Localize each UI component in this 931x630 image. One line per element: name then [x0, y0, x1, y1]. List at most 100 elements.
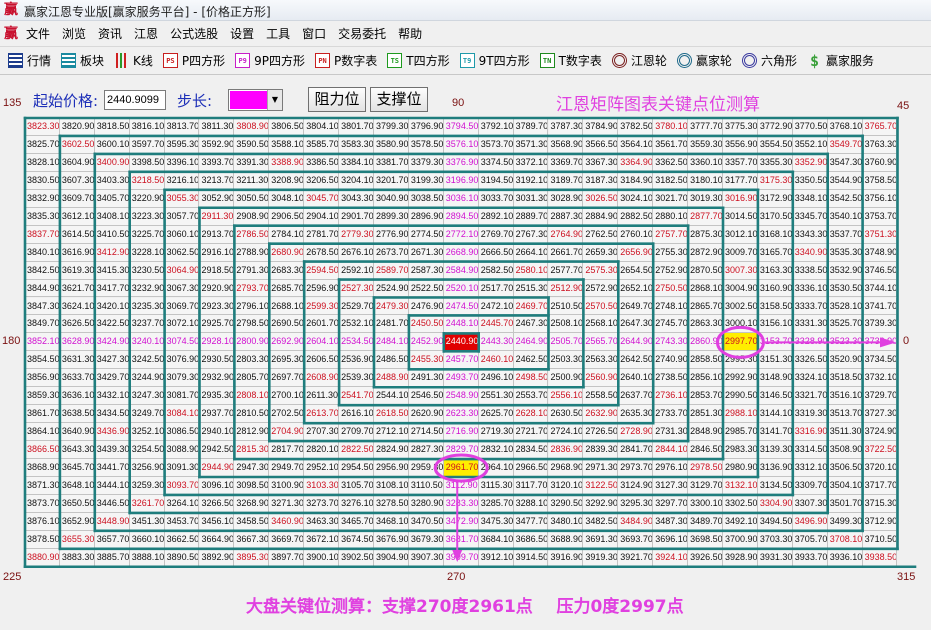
grid-cell[interactable]: 2503.30: [548, 351, 584, 370]
grid-cell[interactable]: 3936.10: [827, 548, 863, 567]
grid-cell[interactable]: 2558.50: [583, 387, 619, 406]
grid-cell[interactable]: 3792.10: [478, 118, 514, 136]
grid-cell[interactable]: 3362.50: [653, 153, 689, 172]
grid-cell[interactable]: 3158.50: [757, 297, 793, 316]
grid-cell[interactable]: 3600.10: [94, 135, 130, 154]
grid-cell[interactable]: 3417.70: [94, 279, 130, 298]
grid-cell[interactable]: 3856.90: [25, 369, 60, 388]
grid-cell[interactable]: 2733.70: [653, 405, 689, 424]
grid-cell[interactable]: 2738.50: [653, 369, 689, 388]
grid-cell[interactable]: 3093.70: [164, 477, 200, 495]
grid-cell[interactable]: 3139.30: [757, 441, 793, 460]
grid-cell[interactable]: 2692.90: [269, 333, 305, 352]
grid-cell[interactable]: 3652.90: [59, 512, 95, 531]
grid-cell[interactable]: 3902.50: [339, 548, 374, 567]
grid-cell[interactable]: 3302.50: [723, 494, 758, 513]
grid-cell[interactable]: 2966.50: [513, 459, 549, 477]
grid-cell[interactable]: 2661.70: [548, 243, 584, 262]
grid-cell[interactable]: 2721.70: [513, 423, 549, 442]
grid-cell[interactable]: 3045.70: [304, 189, 340, 208]
grid-cell[interactable]: 2836.90: [548, 441, 584, 460]
grid-cell[interactable]: 3796.90: [408, 118, 444, 136]
grid-cell[interactable]: 3772.90: [757, 118, 793, 136]
grid-cell[interactable]: 3568.90: [548, 135, 584, 154]
grid-cell[interactable]: 2601.70: [304, 315, 340, 334]
grid-cell[interactable]: 3933.70: [792, 548, 828, 567]
grid-cell[interactable]: 3024.10: [618, 189, 654, 208]
grid-cell[interactable]: 2728.90: [618, 423, 654, 442]
grid-cell[interactable]: 2498.50: [513, 369, 549, 388]
grid-cell[interactable]: 2520.10: [443, 279, 479, 298]
grid-cell[interactable]: 2817.70: [269, 441, 305, 460]
grid-cell[interactable]: 3069.70: [164, 297, 200, 316]
grid-cell[interactable]: 2536.90: [339, 351, 374, 370]
grid-cell[interactable]: 3278.50: [374, 494, 409, 513]
grid-cell[interactable]: 3729.70: [862, 387, 898, 406]
grid-cell[interactable]: 3854.50: [25, 351, 60, 370]
grid-cell[interactable]: 3482.50: [583, 512, 619, 531]
grid-cell[interactable]: 2476.90: [408, 297, 444, 316]
grid-cell[interactable]: 2620.90: [408, 405, 444, 424]
grid-cell[interactable]: 3028.90: [548, 189, 584, 208]
grid-cell[interactable]: 3146.50: [757, 387, 793, 406]
grid-cell[interactable]: 2635.30: [618, 405, 654, 424]
grid-cell[interactable]: 2632.90: [583, 405, 619, 424]
grid-cell[interactable]: 3050.50: [234, 189, 270, 208]
grid-cell[interactable]: 3110.50: [408, 477, 444, 495]
grid-cell[interactable]: 3525.70: [827, 315, 863, 334]
grid-cell[interactable]: 3928.90: [723, 548, 758, 567]
grid-cell[interactable]: 2630.50: [548, 405, 584, 424]
grid-cell[interactable]: 3201.70: [374, 171, 409, 190]
grid-cell[interactable]: 2748.10: [653, 297, 689, 316]
grid-cell[interactable]: 2652.10: [618, 279, 654, 298]
grid-cell[interactable]: 2983.30: [723, 441, 758, 460]
grid-cell[interactable]: 2815.30: [234, 441, 270, 460]
grid-cell[interactable]: 3686.50: [513, 530, 549, 549]
grid-cell[interactable]: 3739.30: [862, 315, 898, 334]
grid-cell[interactable]: 3880.90: [25, 548, 60, 567]
grid-cell[interactable]: 3710.50: [862, 530, 898, 549]
grid-cell[interactable]: 2548.90: [443, 387, 479, 406]
grid-cell[interactable]: 3487.30: [653, 512, 689, 531]
grid-cell[interactable]: 3720.10: [862, 459, 898, 477]
grid-cell[interactable]: 3276.10: [339, 494, 374, 513]
grid-cell[interactable]: 3072.10: [164, 315, 200, 334]
grid-cell[interactable]: 2935.30: [199, 387, 235, 406]
grid-cell[interactable]: 2880.10: [653, 207, 689, 226]
grid-cell[interactable]: 3636.10: [59, 387, 95, 406]
grid-cell[interactable]: 3883.30: [59, 548, 95, 567]
grid-cell[interactable]: 3823.30: [25, 118, 60, 136]
grid-cell[interactable]: 2522.50: [408, 279, 444, 298]
grid-cell[interactable]: 2882.50: [618, 207, 654, 226]
grid-cell[interactable]: 2906.50: [269, 207, 305, 226]
grid-cell[interactable]: 3700.90: [723, 530, 758, 549]
grid-cell[interactable]: 2443.30: [478, 333, 514, 352]
grid-cell[interactable]: 2776.90: [374, 225, 409, 244]
grid-cell[interactable]: 2697.70: [269, 369, 305, 388]
grid-cell[interactable]: 2899.30: [374, 207, 409, 226]
grid-cell[interactable]: 3780.10: [653, 118, 689, 136]
grid-cell[interactable]: 2947.30: [234, 459, 270, 477]
grid-cell[interactable]: 3350.50: [792, 171, 828, 190]
grid-cell[interactable]: 3688.90: [548, 530, 584, 549]
grid-cell[interactable]: 3033.70: [478, 189, 514, 208]
grid-cell[interactable]: 3662.50: [164, 530, 200, 549]
grid-cell[interactable]: 3220.90: [129, 189, 165, 208]
grid-cell[interactable]: 3921.70: [618, 548, 654, 567]
grid-cell[interactable]: 3698.50: [688, 530, 723, 549]
grid-cell[interactable]: 3216.10: [164, 171, 200, 190]
grid-cell[interactable]: 2599.30: [304, 297, 340, 316]
toolbar-button-6[interactable]: TS T四方形: [387, 52, 450, 69]
grid-cell[interactable]: 2510.50: [548, 297, 584, 316]
grid-cell[interactable]: 3607.30: [59, 171, 95, 190]
grid-cell[interactable]: 3103.30: [304, 477, 340, 495]
grid-cell[interactable]: 3924.10: [653, 548, 689, 567]
grid-cell[interactable]: 3643.30: [59, 441, 95, 460]
grid-cell[interactable]: 3830.50: [25, 171, 60, 190]
grid-cell[interactable]: 3168.10: [757, 225, 793, 244]
grid-cell[interactable]: 3804.10: [304, 118, 340, 136]
grid-cell[interactable]: 3664.90: [199, 530, 235, 549]
grid-cell[interactable]: 3736.90: [862, 333, 898, 352]
grid-cell[interactable]: 2868.10: [688, 279, 723, 298]
grid-cell[interactable]: 3808.90: [234, 118, 270, 136]
